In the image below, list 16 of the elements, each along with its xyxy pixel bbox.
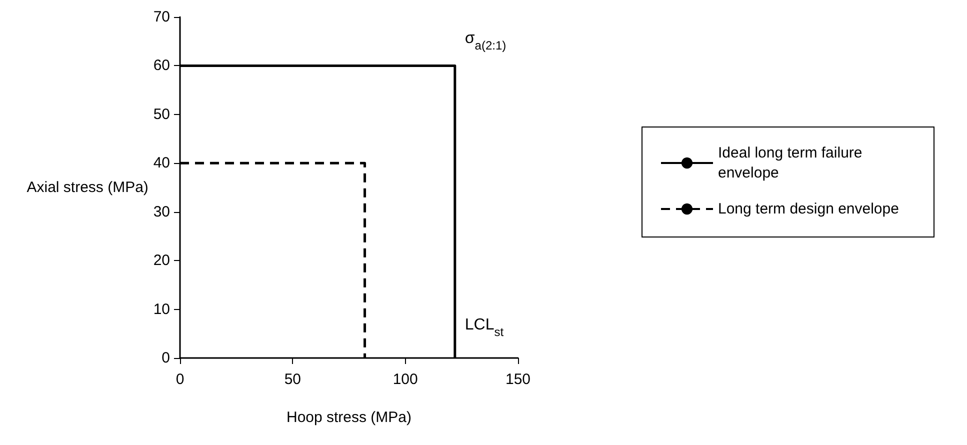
y-tick-label: 30 <box>153 203 170 220</box>
y-tick-label: 70 <box>153 8 170 26</box>
x-tick-label: 0 <box>176 371 184 388</box>
y-tick-label: 20 <box>153 252 170 270</box>
y-tick-label: 0 <box>162 350 170 366</box>
y-tick-label: 40 <box>153 154 170 172</box>
x-tick-label: 50 <box>284 371 302 388</box>
y-tick-label: 60 <box>153 57 170 74</box>
x-tick-label: 150 <box>505 371 531 388</box>
y-tick-label: 50 <box>153 106 170 123</box>
y-tick-label: 10 <box>153 300 170 318</box>
y-axis-title: Axial stress (MPa) <box>26 179 148 196</box>
legend-label: Long term design envelope <box>718 200 899 218</box>
x-axis-title: Hoop stress (MPa) <box>286 409 412 426</box>
x-tick-label: 100 <box>392 371 418 388</box>
legend-label: Ideal long term failure envelope <box>718 144 866 182</box>
